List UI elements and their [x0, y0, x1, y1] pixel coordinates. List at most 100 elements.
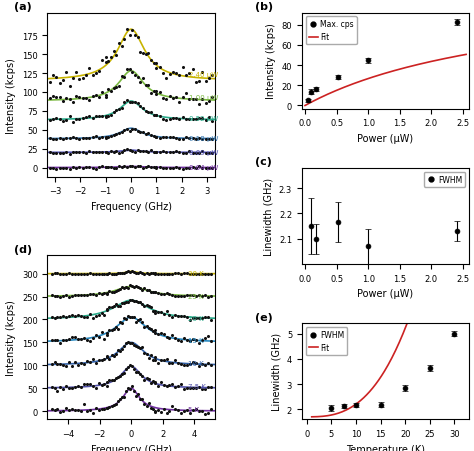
Point: [192, 337, 200, 344]
Point: [60, 408, 67, 415]
Point: [118, 284, 126, 291]
Point: [153, 149, 160, 156]
Point: [120, 343, 128, 350]
Text: 25 K: 25 K: [188, 293, 203, 299]
Point: [110, 48, 118, 55]
Point: [130, 365, 138, 373]
Point: [108, 377, 115, 384]
Point: [149, 406, 156, 413]
Point: [99, 149, 106, 156]
Point: [128, 314, 136, 322]
Point: [192, 116, 200, 123]
Point: [166, 134, 173, 142]
Point: [74, 291, 82, 299]
Point: [141, 400, 148, 408]
Point: [205, 75, 213, 83]
Point: [173, 115, 180, 122]
Point: [98, 271, 105, 278]
Point: [138, 287, 146, 294]
Text: 20 K: 20 K: [188, 315, 203, 321]
Point: [99, 163, 106, 170]
Point: [147, 147, 155, 154]
Point: [126, 340, 134, 347]
Legend: FWHM: FWHM: [424, 172, 465, 188]
Point: [95, 94, 103, 101]
Point: [160, 405, 167, 413]
Point: [92, 166, 100, 173]
Point: [153, 149, 160, 156]
Point: [201, 335, 209, 342]
Point: [195, 271, 203, 278]
Point: [116, 348, 124, 355]
Point: [65, 385, 73, 392]
Point: [51, 384, 58, 391]
Point: [86, 337, 93, 345]
Point: [137, 345, 144, 352]
Point: [174, 313, 182, 320]
Point: [182, 72, 190, 79]
Point: [86, 359, 93, 366]
Point: [157, 291, 164, 298]
Point: [121, 163, 128, 170]
Point: [183, 336, 191, 343]
Point: [126, 99, 134, 106]
Text: 0.04 μW: 0.04 μW: [190, 165, 219, 171]
Point: [145, 83, 152, 90]
Point: [104, 382, 111, 390]
Point: [195, 150, 203, 157]
Point: [182, 116, 190, 123]
Point: [198, 360, 206, 368]
Point: [118, 345, 126, 353]
Point: [98, 309, 105, 317]
Text: 15 K: 15 K: [188, 337, 203, 343]
Point: [126, 128, 134, 135]
Point: [122, 284, 130, 291]
Point: [159, 134, 167, 142]
Point: [71, 272, 79, 279]
Point: [74, 312, 82, 319]
Point: [130, 284, 138, 291]
Point: [174, 359, 182, 367]
Point: [106, 288, 113, 295]
Point: [92, 313, 100, 320]
Point: [102, 92, 109, 100]
Point: [66, 135, 73, 143]
Point: [85, 113, 93, 120]
Point: [53, 136, 60, 143]
Point: [147, 90, 155, 97]
Point: [122, 365, 130, 373]
Point: [56, 165, 64, 172]
Point: [73, 150, 80, 157]
Point: [150, 165, 157, 172]
Point: [120, 393, 128, 400]
Point: [131, 72, 139, 79]
Point: [179, 136, 187, 143]
Point: [163, 410, 170, 417]
Point: [112, 401, 119, 408]
Point: [102, 164, 109, 171]
Point: [153, 133, 160, 141]
Point: [83, 271, 91, 278]
Point: [122, 387, 130, 395]
Point: [183, 270, 191, 277]
Point: [89, 383, 97, 390]
Point: [147, 164, 155, 171]
Point: [166, 291, 173, 299]
Point: [128, 382, 136, 390]
Point: [169, 149, 177, 156]
Point: [156, 164, 164, 171]
Point: [192, 271, 200, 278]
Point: [54, 406, 61, 413]
Point: [107, 112, 115, 119]
Point: [142, 52, 150, 59]
Point: [130, 268, 138, 276]
Point: [124, 385, 132, 392]
Point: [147, 352, 155, 359]
Y-axis label: Linewidth (GHz): Linewidth (GHz): [271, 332, 281, 410]
Point: [69, 164, 77, 171]
Point: [181, 313, 188, 320]
Point: [49, 116, 57, 123]
Point: [145, 400, 153, 407]
Point: [49, 72, 57, 79]
Point: [108, 271, 115, 278]
